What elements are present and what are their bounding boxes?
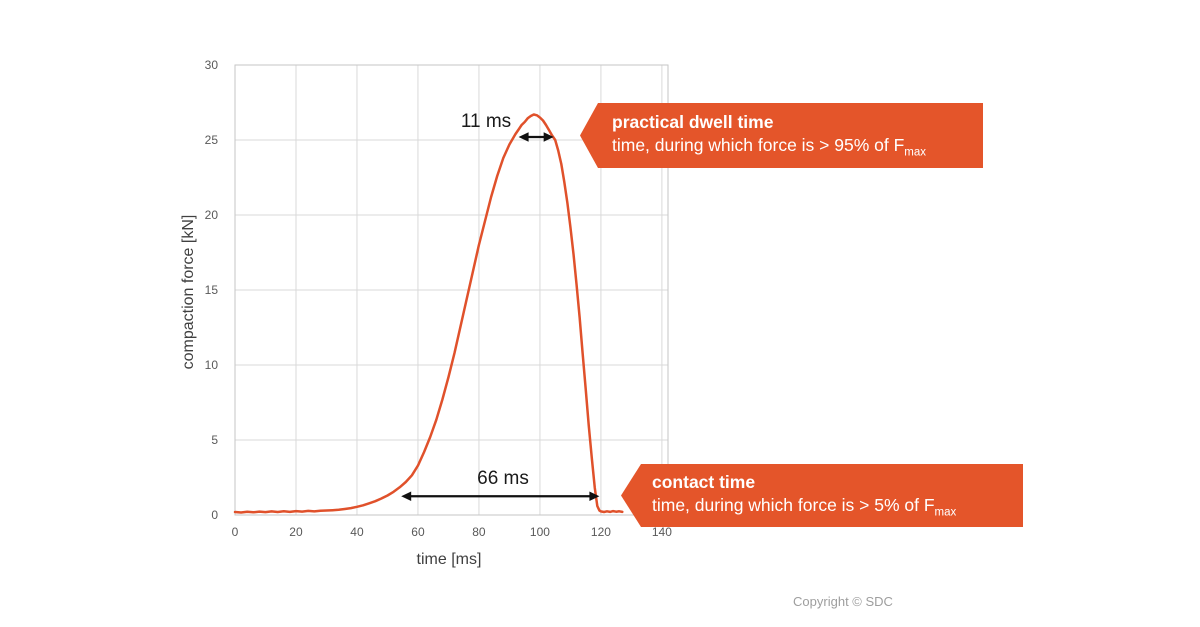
x-tick-label-20: 20 [289, 525, 303, 539]
fmax-subscript: max [904, 146, 927, 159]
measurement-arrows [401, 132, 600, 502]
arrowhead-left-0 [518, 132, 529, 142]
y-tick-label-5: 5 [211, 433, 218, 447]
callout-dwell-description: time, during which force is > 95% of Fma… [612, 134, 927, 159]
y-tick-label-15: 15 [204, 283, 218, 297]
x-axis-title: time [ms] [416, 551, 482, 568]
callout-dwell-title: practical dwell time [612, 111, 774, 132]
y-axis-title: compaction force [kN] [180, 214, 197, 370]
plot-area-border [234, 64, 669, 516]
arrowhead-left-1 [401, 491, 412, 502]
y-tick-label-0: 0 [211, 508, 218, 522]
y-tick-label-20: 20 [204, 208, 218, 222]
callout-contact-time: contact time time, during which force is… [621, 464, 1023, 527]
y-tick-label-10: 10 [204, 358, 218, 372]
x-tick-label-100: 100 [529, 525, 550, 539]
fmax-subscript: max [934, 506, 957, 519]
arrowhead-right-0 [543, 132, 554, 142]
x-tick-label-80: 80 [472, 525, 486, 539]
compaction-force-curve [233, 113, 624, 514]
x-tick-label-140: 140 [651, 525, 672, 539]
copyright-notice: Copyright © SDC [793, 594, 893, 609]
y-tick-label-30: 30 [204, 58, 218, 72]
arrowhead-right-1 [589, 491, 600, 502]
callout-contact-description: time, during which force is > 5% of Fmax [652, 494, 957, 519]
x-tick-label-120: 120 [590, 525, 611, 539]
callout-practical-dwell-time: practical dwell time time, during which … [580, 103, 983, 168]
contact-time-arrow-label: 66 ms [477, 468, 529, 489]
dwell-time-arrow-label: 11 ms [460, 111, 512, 132]
x-tick-label-40: 40 [350, 525, 364, 539]
x-tick-label-0: 0 [231, 525, 239, 539]
callout-contact-title: contact time [652, 471, 756, 492]
x-tick-label-60: 60 [411, 525, 425, 539]
y-tick-label-25: 25 [204, 133, 218, 147]
